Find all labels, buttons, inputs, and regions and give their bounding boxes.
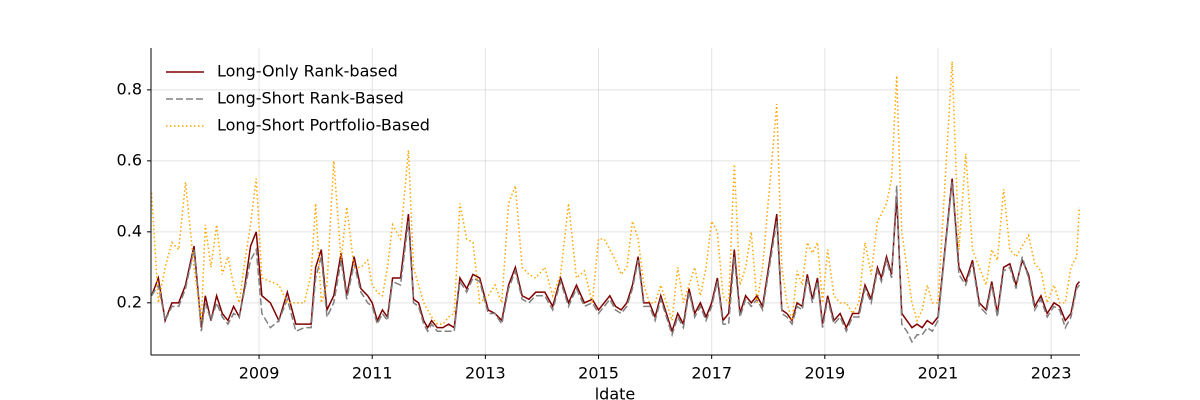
grid [151, 48, 1080, 355]
line-series [150, 178, 1081, 334]
x-tick-label: 2015 [578, 364, 619, 383]
plot-area [150, 61, 1081, 344]
x-tick-label: 2019 [804, 364, 845, 383]
legend-label: Long-Only Rank-based [217, 62, 398, 81]
x-tick-label: 2021 [918, 364, 959, 383]
y-tick-label: 0.8 [117, 79, 142, 98]
y-tick-label: 0.2 [117, 292, 142, 311]
legend: Long-Only Rank-based Long-Short Rank-Base… [166, 62, 430, 135]
y-tick-label: 0.6 [117, 150, 142, 169]
ticks: 0.2 0.4 0.6 0.8 2009 2011 2013 2015 2017 2019 2021… [117, 79, 1072, 382]
legend-label: Long-Short Rank-Based [217, 89, 404, 108]
x-tick-label: 2009 [239, 364, 280, 383]
legend-label: Long-Short Portfolio-Based [217, 116, 430, 135]
x-tick-label: 2017 [691, 364, 732, 383]
y-tick-label: 0.4 [117, 221, 142, 240]
x-tick-label: 2011 [352, 364, 393, 383]
x-tick-label: 2013 [465, 364, 506, 383]
x-axis-label: ldate [595, 385, 636, 400]
x-tick-label: 2023 [1031, 364, 1072, 383]
